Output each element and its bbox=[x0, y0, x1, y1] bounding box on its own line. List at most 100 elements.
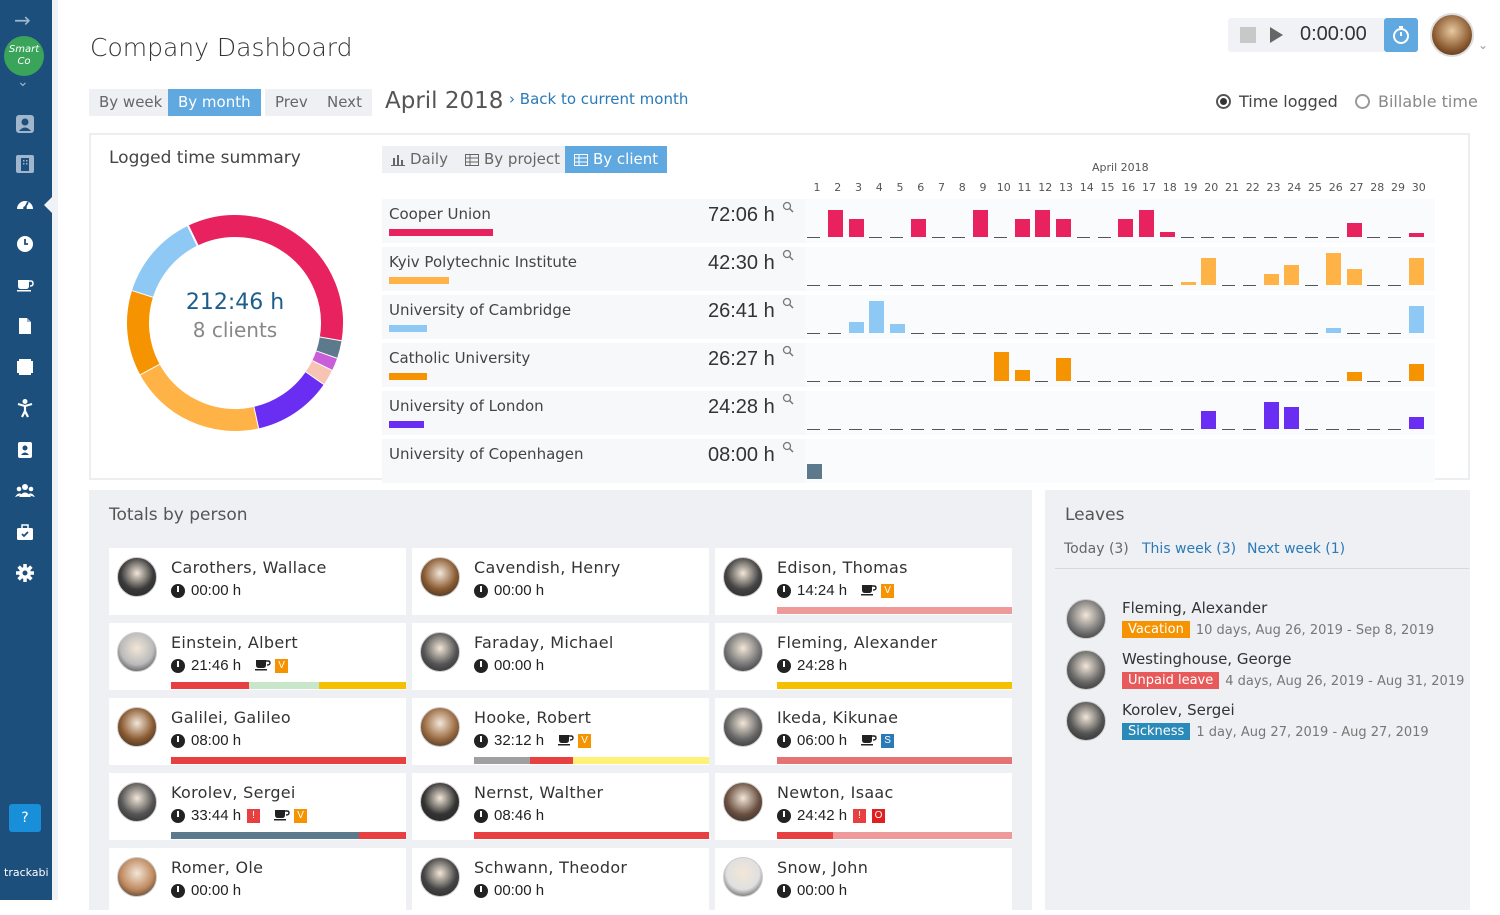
daily-bar[interactable] bbox=[1056, 218, 1071, 237]
daily-bar[interactable] bbox=[1014, 370, 1030, 381]
daily-bar[interactable] bbox=[1325, 327, 1341, 333]
search-icon[interactable] bbox=[782, 201, 794, 213]
client-row[interactable]: University of Copenhagen 08:00 h bbox=[382, 439, 1435, 483]
client-row[interactable]: University of London 24:28 h bbox=[382, 391, 1435, 435]
user-profile-icon[interactable] bbox=[13, 112, 37, 136]
search-icon[interactable] bbox=[782, 249, 794, 261]
daily-bar[interactable] bbox=[1408, 417, 1424, 429]
donut-slice[interactable] bbox=[188, 215, 343, 342]
next-button[interactable]: Next bbox=[317, 89, 372, 116]
daily-bar[interactable] bbox=[1201, 257, 1217, 285]
daily-bar[interactable] bbox=[1408, 233, 1424, 237]
daily-bar[interactable] bbox=[1284, 264, 1300, 285]
search-icon[interactable] bbox=[782, 345, 794, 357]
daily-bar[interactable] bbox=[1201, 410, 1217, 429]
client-row[interactable]: Cooper Union 72:06 h bbox=[382, 199, 1435, 243]
daily-bar[interactable] bbox=[1408, 363, 1424, 381]
tab-by-client[interactable]: By client bbox=[565, 146, 668, 173]
tab-daily[interactable]: Daily bbox=[382, 146, 457, 173]
tab-leaves-next-week[interactable]: Next week (1) bbox=[1247, 541, 1346, 557]
help-button[interactable]: ? bbox=[9, 804, 41, 832]
donut-slice[interactable] bbox=[139, 363, 259, 431]
play-icon[interactable] bbox=[1270, 27, 1283, 43]
person-icon[interactable] bbox=[13, 396, 37, 420]
donut-slice[interactable] bbox=[253, 371, 324, 429]
daily-bar[interactable] bbox=[1325, 253, 1341, 285]
daily-bar[interactable] bbox=[869, 301, 885, 333]
chevron-down-icon[interactable]: ⌄ bbox=[1478, 38, 1489, 52]
daily-bar[interactable] bbox=[973, 209, 988, 237]
daily-bar[interactable] bbox=[1118, 218, 1134, 237]
client-row[interactable]: Kyiv Polytechnic Institute 42:30 h bbox=[382, 247, 1435, 291]
person-card[interactable]: Cavendish, Henry 00:00 h bbox=[412, 548, 709, 615]
daily-bar[interactable] bbox=[1263, 402, 1279, 429]
time-logged-radio[interactable]: Time logged bbox=[1216, 92, 1338, 111]
daily-bar[interactable] bbox=[827, 209, 843, 237]
person-card[interactable]: Einstein, Albert 21:46 h V bbox=[109, 623, 406, 690]
prev-button[interactable]: Prev bbox=[265, 89, 318, 116]
daily-bar[interactable] bbox=[1014, 218, 1030, 237]
donut-slice[interactable] bbox=[316, 337, 342, 359]
chevron-down-icon[interactable]: ⌄ bbox=[17, 74, 29, 90]
person-card[interactable]: Hooke, Robert 32:12 h V bbox=[412, 698, 709, 765]
daily-bar[interactable] bbox=[848, 322, 864, 333]
daily-bar[interactable] bbox=[1346, 268, 1362, 285]
contacts-icon[interactable] bbox=[13, 438, 37, 462]
person-card[interactable]: Edison, Thomas 14:24 h V bbox=[715, 548, 1012, 615]
by-week-button[interactable]: By week bbox=[89, 89, 173, 116]
company-logo[interactable]: Smart Co bbox=[4, 36, 44, 76]
tab-leaves-today[interactable]: Today (3) bbox=[1064, 541, 1129, 557]
document-icon[interactable] bbox=[13, 314, 37, 338]
tab-leaves-this-week[interactable]: This week (3) bbox=[1142, 541, 1237, 557]
search-icon[interactable] bbox=[782, 441, 794, 453]
daily-bar[interactable] bbox=[1346, 371, 1362, 381]
billable-time-radio[interactable]: Billable time bbox=[1355, 92, 1478, 111]
person-card[interactable]: Fleming, Alexander 24:28 h bbox=[715, 623, 1012, 690]
back-to-current-month-link[interactable]: › Back to current month bbox=[509, 90, 689, 108]
daily-bar[interactable] bbox=[1346, 223, 1362, 237]
coffee-cup-icon[interactable] bbox=[13, 272, 37, 296]
daily-bar[interactable] bbox=[1139, 209, 1154, 237]
company-icon[interactable] bbox=[13, 152, 37, 176]
daily-bar[interactable] bbox=[1284, 407, 1300, 429]
donut-slice[interactable] bbox=[305, 360, 332, 385]
person-card[interactable]: Snow, John 00:00 h bbox=[715, 848, 1012, 915]
person-card[interactable]: Newton, Isaac 24:42 h! O bbox=[715, 773, 1012, 840]
person-card[interactable]: Korolev, Sergei 33:44 h! V bbox=[109, 773, 406, 840]
client-row[interactable]: University of Cambridge 26:41 h bbox=[382, 295, 1435, 339]
briefcase-icon[interactable] bbox=[13, 520, 37, 544]
stopwatch-button[interactable] bbox=[1384, 18, 1418, 52]
daily-bar[interactable] bbox=[848, 218, 864, 237]
person-card[interactable]: Galilei, Galileo 08:00 h bbox=[109, 698, 406, 765]
daily-bar[interactable] bbox=[1159, 232, 1175, 237]
expand-sidebar-icon[interactable]: → bbox=[14, 8, 31, 32]
donut-slice[interactable] bbox=[127, 290, 160, 375]
clock-icon[interactable] bbox=[13, 232, 37, 256]
daily-bar[interactable] bbox=[910, 218, 926, 237]
daily-bar[interactable] bbox=[1056, 358, 1071, 381]
daily-bar[interactable] bbox=[807, 464, 822, 479]
by-month-button[interactable]: By month bbox=[168, 89, 261, 116]
reports-icon[interactable] bbox=[13, 355, 37, 379]
tab-by-project[interactable]: By project bbox=[456, 146, 569, 173]
daily-bar[interactable] bbox=[1180, 282, 1196, 285]
donut-slice[interactable] bbox=[312, 351, 337, 371]
client-row[interactable]: Catholic University 26:27 h bbox=[382, 343, 1435, 387]
person-card[interactable]: Carothers, Wallace 00:00 h bbox=[109, 548, 406, 615]
daily-bar[interactable] bbox=[1263, 274, 1279, 285]
person-card[interactable]: Faraday, Michael 00:00 h bbox=[412, 623, 709, 690]
daily-bar[interactable] bbox=[890, 323, 905, 333]
team-icon[interactable] bbox=[13, 479, 37, 503]
person-card[interactable]: Ikeda, Kikunae 06:00 h S bbox=[715, 698, 1012, 765]
settings-gear-icon[interactable] bbox=[13, 561, 37, 585]
person-card[interactable]: Nernst, Walther 08:46 h bbox=[412, 773, 709, 840]
stop-icon[interactable] bbox=[1240, 27, 1256, 43]
search-icon[interactable] bbox=[782, 393, 794, 405]
daily-bar[interactable] bbox=[1035, 209, 1051, 237]
daily-bar[interactable] bbox=[1408, 306, 1424, 333]
search-icon[interactable] bbox=[782, 297, 794, 309]
person-card[interactable]: Schwann, Theodor 00:00 h bbox=[412, 848, 709, 915]
dashboard-icon[interactable] bbox=[13, 192, 37, 216]
person-card[interactable]: Romer, Ole 00:00 h bbox=[109, 848, 406, 915]
user-avatar[interactable] bbox=[1430, 13, 1474, 57]
